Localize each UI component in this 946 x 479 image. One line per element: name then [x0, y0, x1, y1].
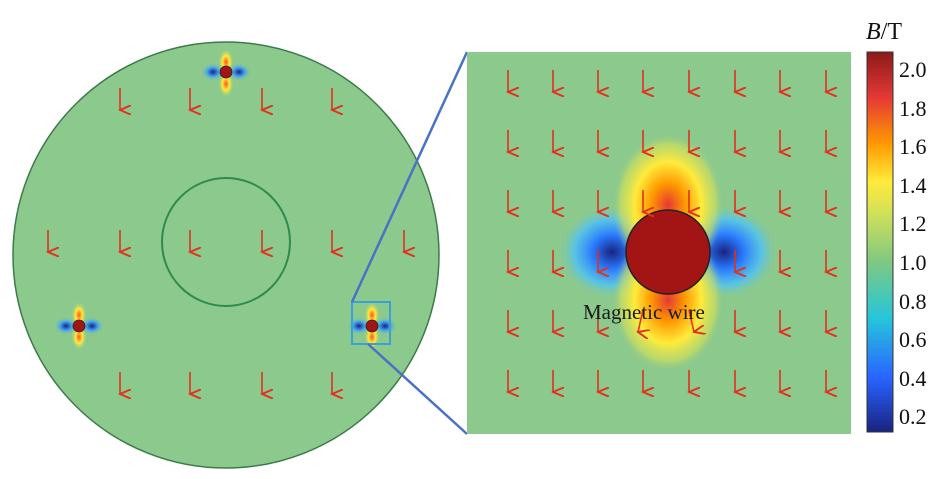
colorbar-tick-label: 2.0 — [899, 57, 927, 82]
magnetic-wire-zoomed — [625, 209, 711, 295]
disk-field-arrows — [48, 88, 404, 394]
colorbar-title: B/T — [866, 20, 902, 44]
field-arrow — [638, 309, 643, 332]
domain-disk — [12, 41, 440, 469]
magnetic-wire-left — [72, 319, 86, 333]
zoom-connector-bottom — [367, 343, 468, 435]
zoom-panel — [467, 52, 851, 434]
zoom-field-arrows — [508, 70, 826, 392]
colorbar-tick-label: 0.2 — [899, 404, 927, 430]
magnetic-wire-right — [365, 319, 379, 333]
colorbar-tick-label: 1.0 — [899, 250, 927, 275]
colorbar-tick-label: 1.2 — [899, 211, 927, 237]
field-arrow — [688, 309, 694, 332]
magnetic-wire-top — [219, 65, 233, 79]
colorbar-tick-label: 0.4 — [899, 365, 927, 391]
colorbar-tick-label: 1.6 — [899, 134, 927, 160]
wire-annotation: Magnetic wire — [583, 300, 705, 324]
colorbar — [866, 51, 894, 433]
colorbar-unit: /T — [880, 19, 902, 45]
inner-ring — [161, 177, 291, 307]
colorbar-tick-label: 1.8 — [899, 95, 927, 121]
colorbar-tick-label: 0.6 — [899, 327, 927, 353]
zoom-region-box — [351, 301, 391, 345]
colorbar-tick-label: 1.4 — [899, 172, 927, 198]
colorbar-symbol: B — [866, 19, 881, 45]
colorbar-tick-label: 0.8 — [899, 288, 927, 314]
zoom-connector-top — [350, 51, 469, 303]
